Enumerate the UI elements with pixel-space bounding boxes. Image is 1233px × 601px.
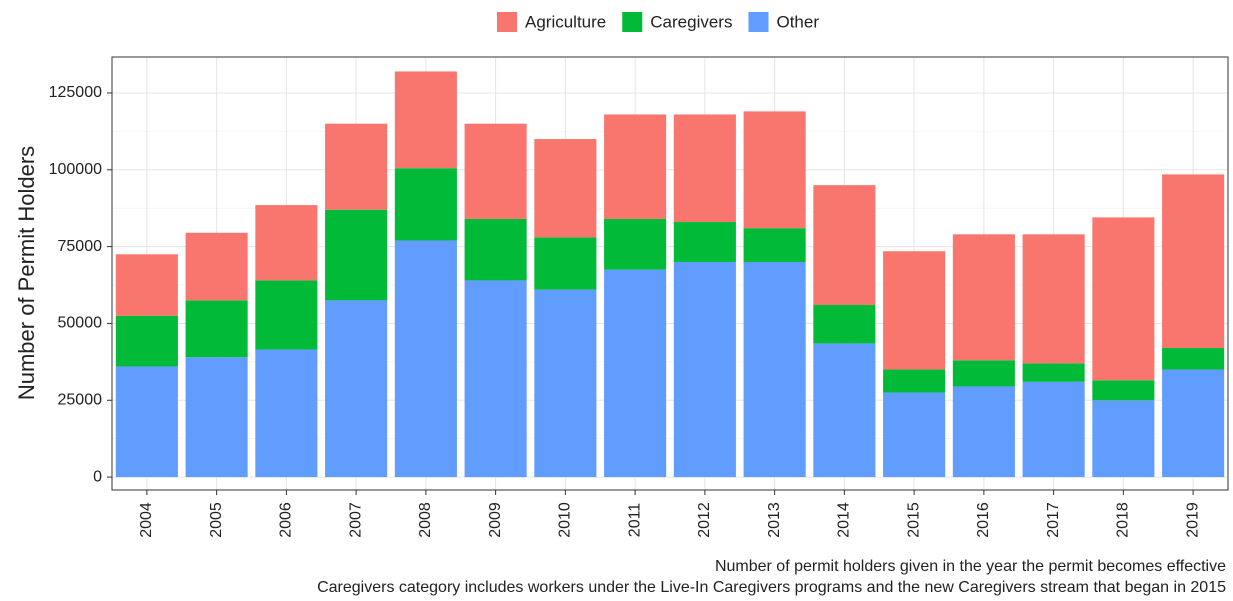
plot-border <box>111 56 1229 491</box>
bar-segment <box>743 111 806 229</box>
y-tick-label: 0 <box>93 468 102 485</box>
bar-segment <box>325 123 388 210</box>
bar-segment <box>1022 381 1085 478</box>
legend-swatch <box>748 12 769 32</box>
x-tick-label: 2017 <box>1045 502 1062 538</box>
x-tick-label: 2011 <box>626 503 643 538</box>
bar-segment <box>464 123 527 219</box>
bar-segment <box>952 360 1015 387</box>
legend-swatch <box>497 12 517 32</box>
bar-segment <box>952 234 1015 361</box>
x-tick-label: 2018 <box>1115 502 1132 538</box>
legend-label: Caregivers <box>650 12 732 31</box>
bar-segment <box>743 261 806 478</box>
bar-segment <box>185 357 248 478</box>
bar-segment <box>464 218 527 281</box>
bar-segment <box>255 205 318 281</box>
bar-segment <box>1092 400 1155 478</box>
note: Number of permit holders given in the ye… <box>715 558 1226 575</box>
bar-segment <box>1162 369 1225 478</box>
y-tick-label: 100000 <box>49 161 102 178</box>
legend-label: Agriculture <box>525 12 606 31</box>
x-tick-label: 2019 <box>1184 502 1201 538</box>
bar-segment <box>534 139 597 238</box>
bar-segment <box>1162 174 1225 349</box>
bar-segment <box>673 222 736 262</box>
x-tick-label: 2005 <box>208 502 225 538</box>
bar-segment <box>604 114 667 219</box>
bar-segment <box>604 269 667 478</box>
bar-segment <box>1092 217 1155 381</box>
bar-segment <box>813 185 876 305</box>
bar-segment <box>1022 234 1085 364</box>
bar-segment <box>394 168 457 241</box>
bar-segment <box>115 315 178 367</box>
y-tick-label: 75000 <box>58 238 103 255</box>
bar-segment <box>883 251 946 370</box>
bar-segment <box>883 392 946 478</box>
x-tick-label: 2008 <box>417 502 434 538</box>
x-tick-label: 2010 <box>557 502 574 538</box>
bar-segment <box>1162 348 1225 370</box>
x-tick-label: 2009 <box>487 502 504 538</box>
y-tick-label: 25000 <box>58 391 103 408</box>
x-tick-label: 2006 <box>278 502 295 538</box>
x-tick-label: 2007 <box>347 502 364 538</box>
bar-segment <box>813 304 876 344</box>
bar-segment <box>464 280 527 478</box>
bar-segment <box>185 300 248 358</box>
bar-segment <box>673 261 736 478</box>
x-tick-label: 2014 <box>836 502 853 538</box>
x-tick-label: 2004 <box>138 502 155 538</box>
legend-swatch <box>622 12 643 32</box>
bar-segment <box>952 386 1015 478</box>
bar-segment <box>115 254 178 316</box>
bar-segment <box>325 300 388 478</box>
bar-segment <box>743 228 806 262</box>
bar-segment <box>115 366 178 478</box>
x-tick-label: 2016 <box>975 502 992 538</box>
bar-segment <box>394 240 457 478</box>
bar-segment <box>673 114 736 223</box>
y-axis-label: Number of Permit Holders <box>14 146 39 400</box>
bar-segment <box>534 237 597 290</box>
bar-segment <box>604 218 667 270</box>
bar-segment <box>185 232 248 301</box>
x-tick-label: 2012 <box>696 502 713 538</box>
bar-segment <box>255 349 318 478</box>
legend-label: Other <box>776 12 819 31</box>
bar-segment <box>1022 363 1085 382</box>
x-tick-label: 2013 <box>766 502 783 538</box>
note: Caregivers category includes workers und… <box>317 579 1226 596</box>
bar-segment <box>813 343 876 478</box>
bar-segment <box>325 209 388 301</box>
bar-segment <box>1092 380 1155 401</box>
y-tick-label: 50000 <box>58 315 103 332</box>
bar-segment <box>394 71 457 169</box>
bar-segment <box>255 280 318 350</box>
x-tick-label: 2015 <box>905 502 922 538</box>
y-tick-label: 125000 <box>49 84 102 101</box>
bar-segment <box>534 289 597 478</box>
bar-segment <box>883 369 946 393</box>
